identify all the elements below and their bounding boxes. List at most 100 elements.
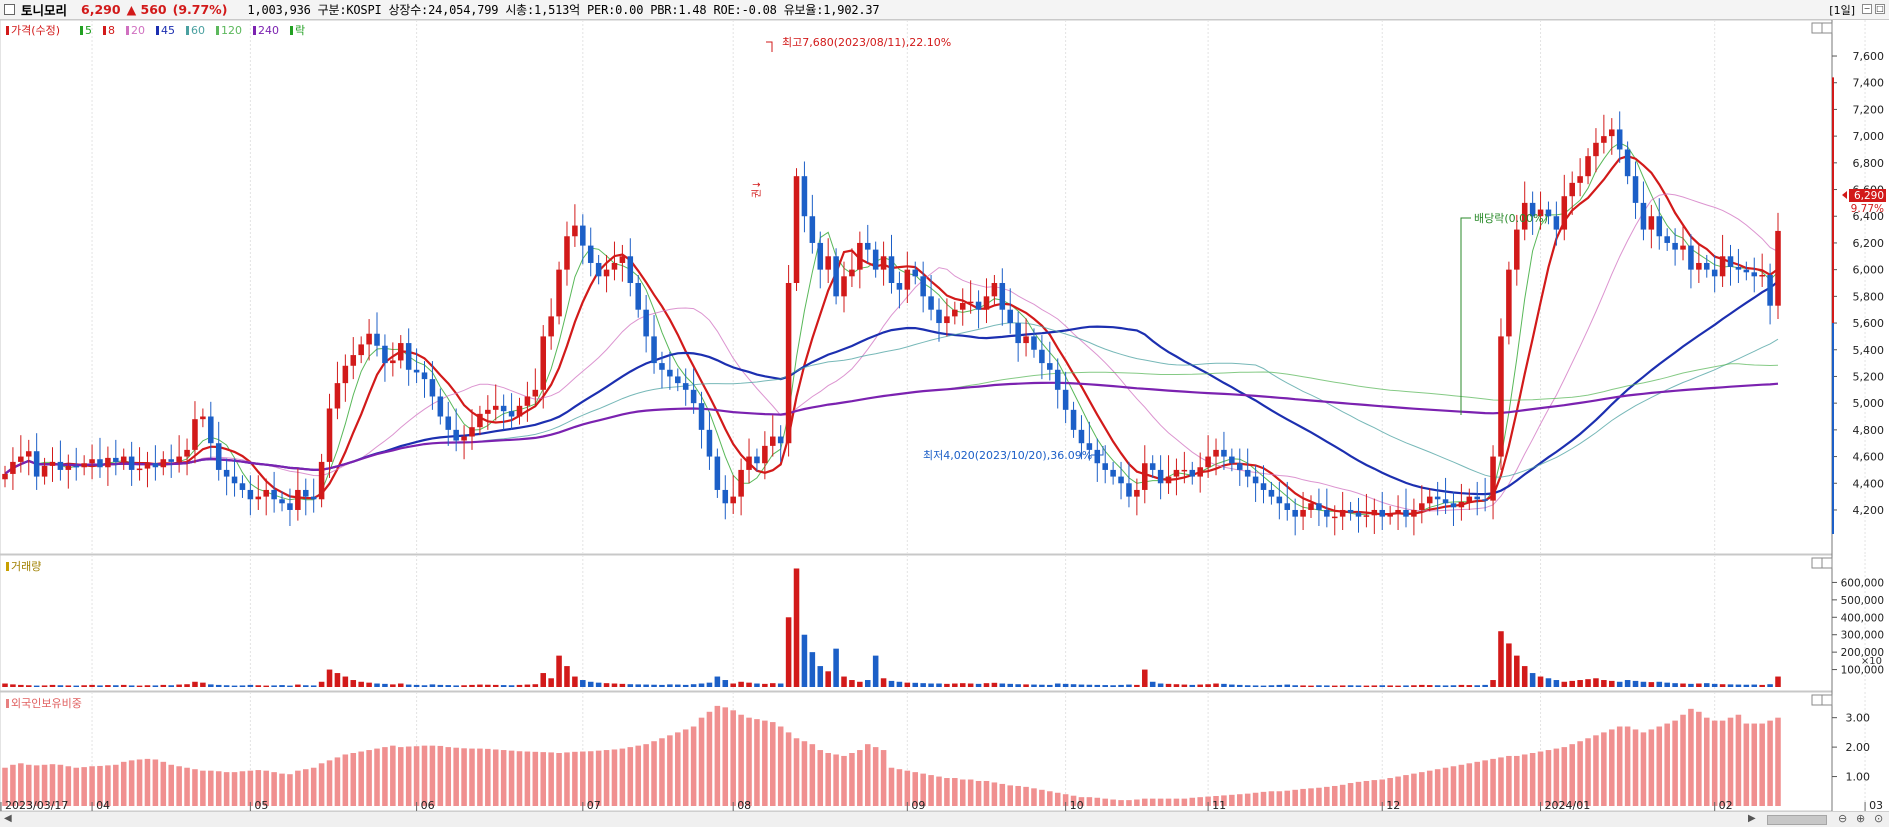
zoom-in-icon[interactable]: ⊕: [1856, 812, 1866, 825]
x-tick-label: 12: [1386, 799, 1400, 811]
volume-bar: [651, 684, 657, 687]
candle-body: [1553, 216, 1560, 230]
volume-tick-label: 100,000: [1841, 665, 1884, 677]
foreign-bar: [1221, 795, 1227, 806]
candle-body: [492, 405, 499, 410]
candle-body: [524, 396, 531, 406]
volume-bar: [1751, 684, 1758, 687]
foreign-bar: [635, 745, 641, 806]
volume-bar: [1102, 685, 1108, 687]
candle-body: [120, 456, 127, 462]
foreign-bar: [1110, 799, 1116, 806]
foreign-bar: [89, 766, 95, 806]
volume-bar: [1094, 684, 1101, 687]
zoom-reset-icon[interactable]: ⊙: [1874, 812, 1884, 825]
foreign-bar: [1102, 798, 1108, 806]
foreign-bar: [1070, 795, 1077, 806]
scroll-thumb[interactable]: [1767, 815, 1827, 825]
foreign-bar: [271, 772, 277, 806]
candle-body: [247, 489, 254, 500]
foreign-bar: [1173, 798, 1180, 806]
candle-body: [1711, 269, 1718, 277]
stock-name[interactable]: 토니모리: [21, 3, 68, 18]
volume-bar: [1007, 683, 1013, 687]
checkbox[interactable]: [4, 4, 15, 15]
foreign-bar: [1498, 757, 1504, 806]
candle-body: [1331, 516, 1338, 519]
foreign-bar: [326, 760, 333, 806]
volume-bar: [1300, 685, 1306, 687]
foreign-bar: [1054, 792, 1061, 806]
scroll-right-icon[interactable]: ▶: [1748, 813, 1756, 824]
foreign-bar: [1474, 761, 1480, 806]
volume-bar: [1616, 681, 1623, 687]
minimize-icon[interactable]: −: [1862, 4, 1872, 14]
foreign-bar: [1411, 773, 1417, 806]
candle-body: [1213, 449, 1219, 457]
legend-ma-20: 20: [131, 24, 145, 37]
zoom-out-icon[interactable]: ⊖: [1838, 812, 1848, 825]
candle-body: [1062, 389, 1069, 410]
candle-body: [682, 383, 689, 390]
high-label: 최고7,680(2023/08/11),22.10%: [782, 36, 951, 49]
candle-body: [1102, 463, 1108, 470]
volume-bar: [1244, 685, 1251, 687]
volume-bar: [1498, 631, 1504, 687]
price-tick-label: 5,600: [1853, 317, 1885, 330]
foreign-bar: [1442, 767, 1449, 806]
volume-bar: [809, 652, 816, 687]
candle-body: [801, 176, 808, 217]
foreign-bar: [770, 722, 776, 806]
candle-body: [184, 449, 190, 457]
volume-bar: [374, 683, 380, 687]
candle-body: [287, 503, 293, 510]
foreign-bar: [1577, 741, 1583, 806]
volume-bar: [1680, 683, 1686, 687]
volume-bar: [413, 684, 420, 687]
candle-body: [1260, 483, 1267, 490]
volume-bar: [1395, 685, 1401, 687]
candle-body: [864, 242, 871, 250]
candle-body: [382, 345, 388, 364]
foreign-bar: [1023, 786, 1029, 806]
volume-bar: [136, 685, 143, 687]
split-label: 권↓: [751, 180, 763, 198]
dividend-annotation: 배당락(0.00%): [1460, 212, 1548, 415]
panel-controls[interactable]: [1811, 22, 1833, 706]
candle-body: [1593, 142, 1599, 157]
volume-bar: [580, 680, 586, 687]
volume-bar: [10, 684, 16, 687]
horizontal-scrollbar[interactable]: ◀ ▶ ⊖ ⊕ ⊙: [0, 811, 1889, 827]
candle-body: [888, 256, 895, 283]
candle-body: [1015, 323, 1021, 344]
foreign-bar: [1537, 751, 1544, 806]
candle-body: [1426, 496, 1433, 504]
volume-bar: [263, 685, 269, 687]
period-selector[interactable]: [1일]: [1829, 4, 1855, 17]
foreign-bar: [801, 741, 808, 806]
volume-bar: [208, 684, 214, 687]
foreign-bar: [991, 782, 998, 806]
foreign-bar: [33, 765, 40, 806]
foreign-bar: [374, 748, 380, 806]
legend-ma-120: 120: [221, 24, 242, 37]
candle-body: [57, 461, 64, 470]
candle-body: [1490, 456, 1496, 501]
volume-bar: [1181, 684, 1188, 687]
volume-bar: [342, 676, 349, 687]
maximize-icon[interactable]: □: [1875, 4, 1885, 14]
foreign-bar: [1276, 791, 1283, 806]
scroll-left-icon[interactable]: ◀: [4, 813, 12, 824]
candle-body: [421, 372, 428, 380]
volume-unit: ×10: [1861, 656, 1882, 667]
candle-body: [1648, 216, 1655, 230]
candle-body: [1039, 349, 1045, 364]
candle-body: [263, 489, 269, 497]
candle-body: [675, 376, 681, 384]
volume-bar: [1640, 681, 1647, 687]
volume-bar: [421, 685, 428, 687]
stock-chart[interactable]: 7,6007,4007,2007,0006,8006,6006,4006,200…: [0, 20, 1889, 811]
foreign-label: 외국인보유비중: [11, 697, 82, 710]
volume-bar: [564, 666, 570, 687]
foreign-bar: [120, 761, 127, 806]
